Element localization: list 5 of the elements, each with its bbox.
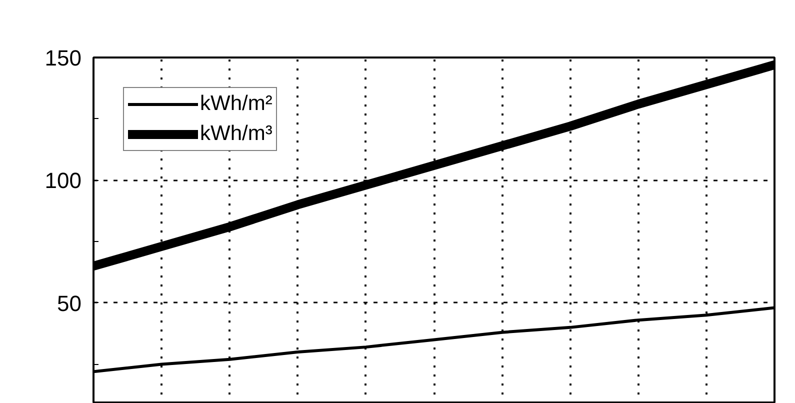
y-tick-label: 100 [44, 168, 82, 194]
legend-label: kWh/m² [200, 92, 272, 116]
legend-label: kWh/m³ [200, 122, 272, 146]
y-tick-label: 150 [44, 46, 82, 70]
y-tick-label: 50 [57, 290, 82, 316]
